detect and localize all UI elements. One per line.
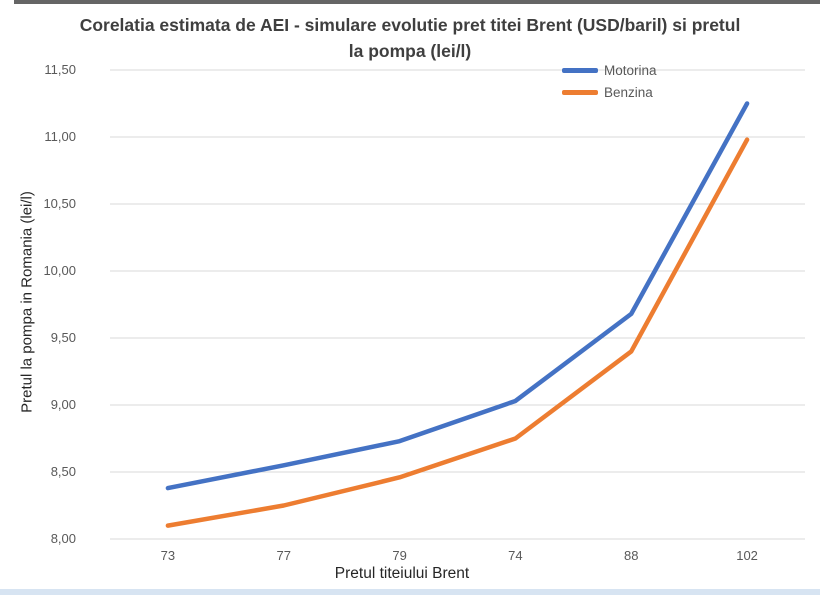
- series-line-benzina: [165, 137, 750, 528]
- y-tick-label: 9,00: [50, 397, 76, 412]
- window-edge-strip: [14, 0, 820, 4]
- legend-label: Motorina: [604, 63, 657, 78]
- x-tick-label: 102: [736, 548, 758, 563]
- y-tick-label: 9,50: [50, 330, 76, 345]
- x-tick-label: 79: [392, 548, 407, 563]
- x-axis-title: Pretul titeiului Brent: [334, 565, 470, 582]
- legend-item-benzina: Benzina: [562, 85, 657, 100]
- y-tick-label: 8,50: [50, 464, 76, 479]
- x-tick-label: 77: [276, 548, 291, 563]
- legend: Motorina Benzina: [562, 63, 657, 100]
- y-tick-label: 11,00: [44, 129, 76, 144]
- x-tick-label: 88: [624, 548, 639, 563]
- y-tick-label: 10,00: [43, 263, 76, 278]
- y-tick-label: 11,50: [44, 62, 76, 77]
- legend-label: Benzina: [604, 85, 653, 100]
- bottom-highlight-strip: [0, 589, 820, 595]
- legend-item-motorina: Motorina: [562, 63, 657, 78]
- chart-title: Corelatia estimata de AEI - simulare evo…: [79, 15, 741, 62]
- legend-swatch-motorina: [562, 68, 598, 73]
- legend-swatch-benzina: [562, 90, 598, 95]
- y-tick-label: 8,00: [50, 531, 76, 546]
- series-line-motorina: [165, 101, 750, 491]
- x-tick-label: 74: [508, 548, 523, 563]
- y-axis-title: Pretul la pompa in Romania (lei/l): [18, 191, 36, 413]
- y-tick-label: 10,50: [43, 196, 76, 211]
- x-tick-label: 73: [160, 548, 176, 563]
